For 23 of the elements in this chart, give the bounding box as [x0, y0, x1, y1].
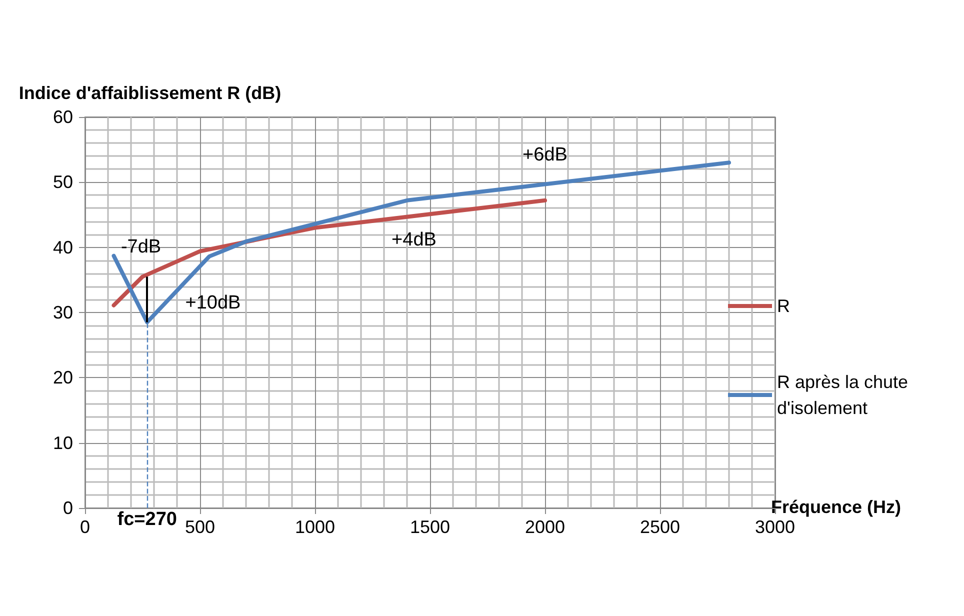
y-tick-label: 10 — [52, 432, 73, 453]
y-tick-label: 20 — [52, 368, 73, 388]
legend-label: R après la chute d'isolement — [777, 372, 914, 418]
y-tick-label: 50 — [52, 172, 73, 192]
ref-line-label: fc=270 — [117, 509, 177, 530]
y-axis-title: Indice d'affaiblissement R (dB) — [18, 83, 282, 103]
annotation: +10dB — [185, 292, 241, 314]
y-tick-label: 0 — [62, 498, 73, 518]
annotation: -7dB — [120, 236, 162, 258]
y-tick-label: 40 — [52, 237, 73, 258]
x-tick-label: 3000 — [754, 517, 796, 537]
annotation: +6dB — [522, 144, 568, 166]
x-tick-label: 1000 — [294, 517, 336, 537]
x-tick-label: 2500 — [640, 517, 680, 537]
x-axis-title: Fréquence (Hz) — [771, 497, 902, 517]
x-tick-label: 1500 — [410, 517, 450, 537]
y-tick-label: 60 — [52, 107, 73, 127]
legend-label: R — [777, 296, 790, 316]
x-tick-label: 2000 — [524, 517, 566, 537]
x-tick-label: 500 — [184, 517, 216, 537]
annotation: +4dB — [392, 230, 436, 250]
y-tick-label: 30 — [52, 302, 73, 322]
x-tick-label: 0 — [80, 517, 90, 537]
